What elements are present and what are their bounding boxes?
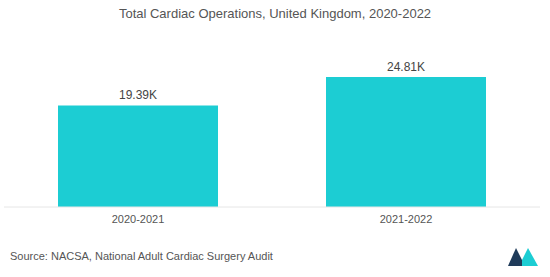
svg-text:2021-2022: 2021-2022 bbox=[380, 213, 433, 225]
html-text:Source: NACSA, National Adult: Source: NACSA, National Adult Cardiac Su… bbox=[10, 250, 273, 262]
html-text:Total Cardiac Operations, Unit: Total Cardiac Operations, United Kingdom… bbox=[118, 6, 432, 21]
svg-text:24.81K: 24.81K bbox=[387, 60, 425, 74]
svg-text:2020-2021: 2020-2021 bbox=[112, 213, 165, 225]
svg-text:19.39K: 19.39K bbox=[119, 88, 157, 102]
